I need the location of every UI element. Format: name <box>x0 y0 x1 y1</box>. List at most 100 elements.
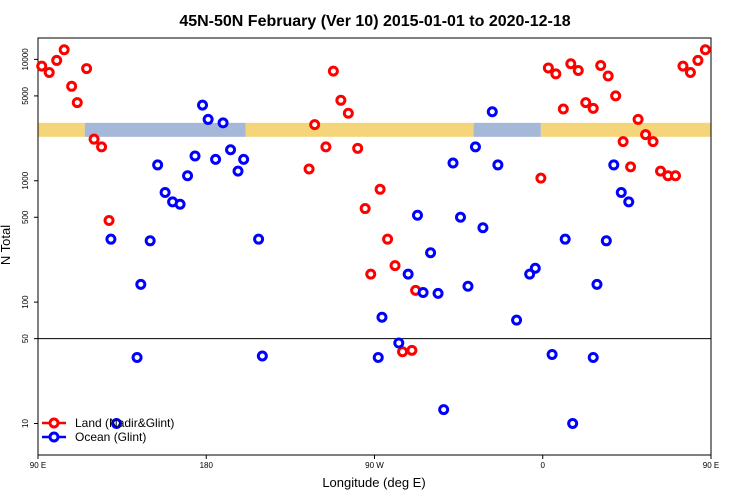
land-point <box>96 141 108 153</box>
land-point <box>692 54 704 66</box>
ocean-point <box>462 280 474 292</box>
land-point <box>677 60 689 72</box>
land-point <box>365 268 377 280</box>
land-point <box>550 68 562 80</box>
ocean-point <box>232 165 244 177</box>
chart-title: 45N-50N February (Ver 10) 2015-01-01 to … <box>179 13 570 30</box>
y-tick-label: 10 <box>21 418 30 427</box>
ocean-point <box>253 233 265 245</box>
land-point <box>43 66 55 78</box>
ocean-point <box>174 198 186 210</box>
land-point <box>320 141 332 153</box>
land-point <box>684 66 696 78</box>
x-tick-label: 90 E <box>30 461 46 470</box>
land-point <box>66 80 78 92</box>
x-axis-label: Longitude (deg E) <box>322 475 425 490</box>
land-point <box>374 183 386 195</box>
plot-frame <box>37 37 712 456</box>
x-tick-label: 90 E <box>703 461 719 470</box>
ocean-point <box>615 187 627 199</box>
land-point <box>342 107 354 119</box>
land-point <box>669 170 681 182</box>
land-point <box>640 129 652 141</box>
land-point <box>71 97 83 109</box>
ocean-point <box>623 196 635 208</box>
ocean-point <box>486 106 498 118</box>
ocean-point <box>447 157 459 169</box>
y-axis-label: N Total <box>0 225 13 265</box>
land-point <box>699 44 711 56</box>
ocean-point <box>202 113 214 125</box>
y-tick-label: 500 <box>21 210 30 224</box>
ocean-point <box>608 159 620 171</box>
land-point <box>327 65 339 77</box>
ocean-point <box>559 233 571 245</box>
land-point <box>36 60 48 72</box>
land-point <box>58 44 70 56</box>
land-mask-segment <box>245 122 474 137</box>
x-tick-label: 180 <box>200 461 214 470</box>
legend-ocean-marker <box>48 431 60 443</box>
ocean-point <box>529 262 541 274</box>
land-point <box>542 62 554 74</box>
y-tick-label: 100 <box>21 295 30 309</box>
land-point <box>625 161 637 173</box>
land-point <box>572 64 584 76</box>
ocean-point <box>591 278 603 290</box>
ocean-point <box>111 417 123 429</box>
ocean-point <box>492 159 504 171</box>
ocean-point <box>546 349 558 361</box>
ocean-point <box>217 117 229 129</box>
land-point <box>587 102 599 114</box>
land-point <box>580 97 592 109</box>
ocean-point <box>372 351 384 363</box>
legend: Land (Nadir&Glint) Ocean (Glint) <box>42 416 174 444</box>
land-point <box>655 165 667 177</box>
ocean-point <box>432 287 444 299</box>
land-point <box>617 136 629 148</box>
land-point <box>535 172 547 184</box>
land-point <box>382 233 394 245</box>
land-point <box>88 133 100 145</box>
ocean-point <box>189 150 201 162</box>
ocean-point <box>159 187 171 199</box>
land-point <box>610 90 622 102</box>
ocean-point <box>182 170 194 182</box>
ocean-point <box>600 235 612 247</box>
land-point <box>309 119 321 131</box>
land-point <box>406 344 418 356</box>
land-point <box>81 63 93 75</box>
x-tick-label: 90 W <box>365 461 384 470</box>
legend-land-marker <box>48 417 60 429</box>
y-tick-label: 5000 <box>21 86 30 104</box>
land-point <box>602 70 614 82</box>
ocean-point <box>210 153 222 165</box>
ocean-point <box>376 311 388 323</box>
land-point <box>595 60 607 72</box>
ocean-point <box>587 351 599 363</box>
x-tick-label: 0 <box>541 461 546 470</box>
ocean-point <box>469 141 481 153</box>
ocean-point <box>131 351 143 363</box>
ocean-point <box>402 268 414 280</box>
y-axis: 10 50 100 500 1000 5000 10000 <box>21 48 38 428</box>
land-point <box>557 103 569 115</box>
x-axis: 90 E 180 90 W 0 90 E <box>30 455 719 470</box>
data-points <box>36 44 711 429</box>
y-tick-label: 50 <box>21 334 30 343</box>
land-point <box>632 113 644 125</box>
legend-land-label: Land (Nadir&Glint) <box>75 416 174 430</box>
y-tick-label: 10000 <box>21 48 30 71</box>
land-point <box>359 203 371 215</box>
ocean-point <box>417 287 429 299</box>
land-point <box>565 58 577 70</box>
ocean-point <box>425 247 437 259</box>
ocean-point <box>411 209 423 221</box>
legend-ocean-label: Ocean (Glint) <box>75 430 146 444</box>
land-mask-band <box>38 122 711 137</box>
land-mask-segment <box>38 122 85 137</box>
land-point <box>51 54 63 66</box>
land-point <box>389 260 401 272</box>
land-point <box>352 142 364 154</box>
